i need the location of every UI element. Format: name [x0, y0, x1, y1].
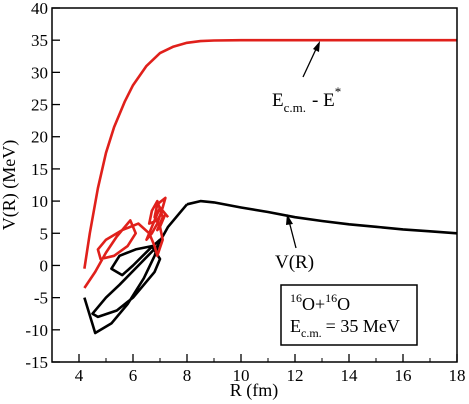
y-tick-label: 30 — [31, 63, 48, 82]
vr-arrow-head — [286, 214, 293, 225]
x-tick-label: 16 — [395, 366, 412, 385]
energy-label: Ec.m. = 35 MeV — [290, 316, 400, 340]
vr-arrow-line — [288, 220, 297, 249]
x-tick-label: 14 — [341, 366, 359, 385]
y-axis-label: V(R) (MeV) — [0, 140, 20, 230]
x-tick-label: 12 — [287, 366, 304, 385]
curves-group — [83, 38, 457, 335]
y-tick-label: 5 — [40, 224, 49, 243]
x-tick-label: 10 — [233, 366, 250, 385]
x-axis-ticks: 4 6 8 10 12 14 16 18 — [51, 354, 466, 385]
ecm-arrow-line — [302, 46, 318, 78]
y-tick-label: 25 — [31, 96, 48, 115]
y-tick-label: -10 — [25, 321, 48, 340]
reaction-info-box — [280, 284, 418, 346]
plot-frame — [51, 7, 458, 363]
y-tick-label: 35 — [31, 31, 48, 50]
y-tick-label: 10 — [31, 192, 48, 211]
y-tick-label: -5 — [34, 289, 48, 308]
y-tick-label: -15 — [25, 353, 48, 372]
reaction-label: 16O+16O — [290, 291, 350, 314]
y-tick-label: 0 — [40, 256, 49, 275]
vr-curve-label: V(R) — [275, 252, 314, 273]
y-axis-ticks: -15 -10 -5 0 5 10 15 20 25 30 35 40 — [25, 0, 60, 372]
x-tick-label: 8 — [183, 366, 192, 385]
x-tick-label: 18 — [449, 366, 466, 385]
y-tick-label: 20 — [31, 128, 48, 147]
x-axis-label: R (fm) — [230, 380, 279, 401]
y-tick-label: 40 — [31, 0, 48, 18]
ecm-arrow-head — [313, 41, 320, 52]
x-tick-label: 4 — [75, 366, 84, 385]
x-tick-label: 6 — [129, 366, 138, 385]
series-line-1 — [186, 199, 457, 235]
ecm-curve-label: Ec.m. - E* — [272, 84, 341, 115]
series-line-3 — [83, 196, 170, 289]
y-tick-label: 15 — [31, 160, 48, 179]
series-line-0 — [83, 38, 457, 269]
